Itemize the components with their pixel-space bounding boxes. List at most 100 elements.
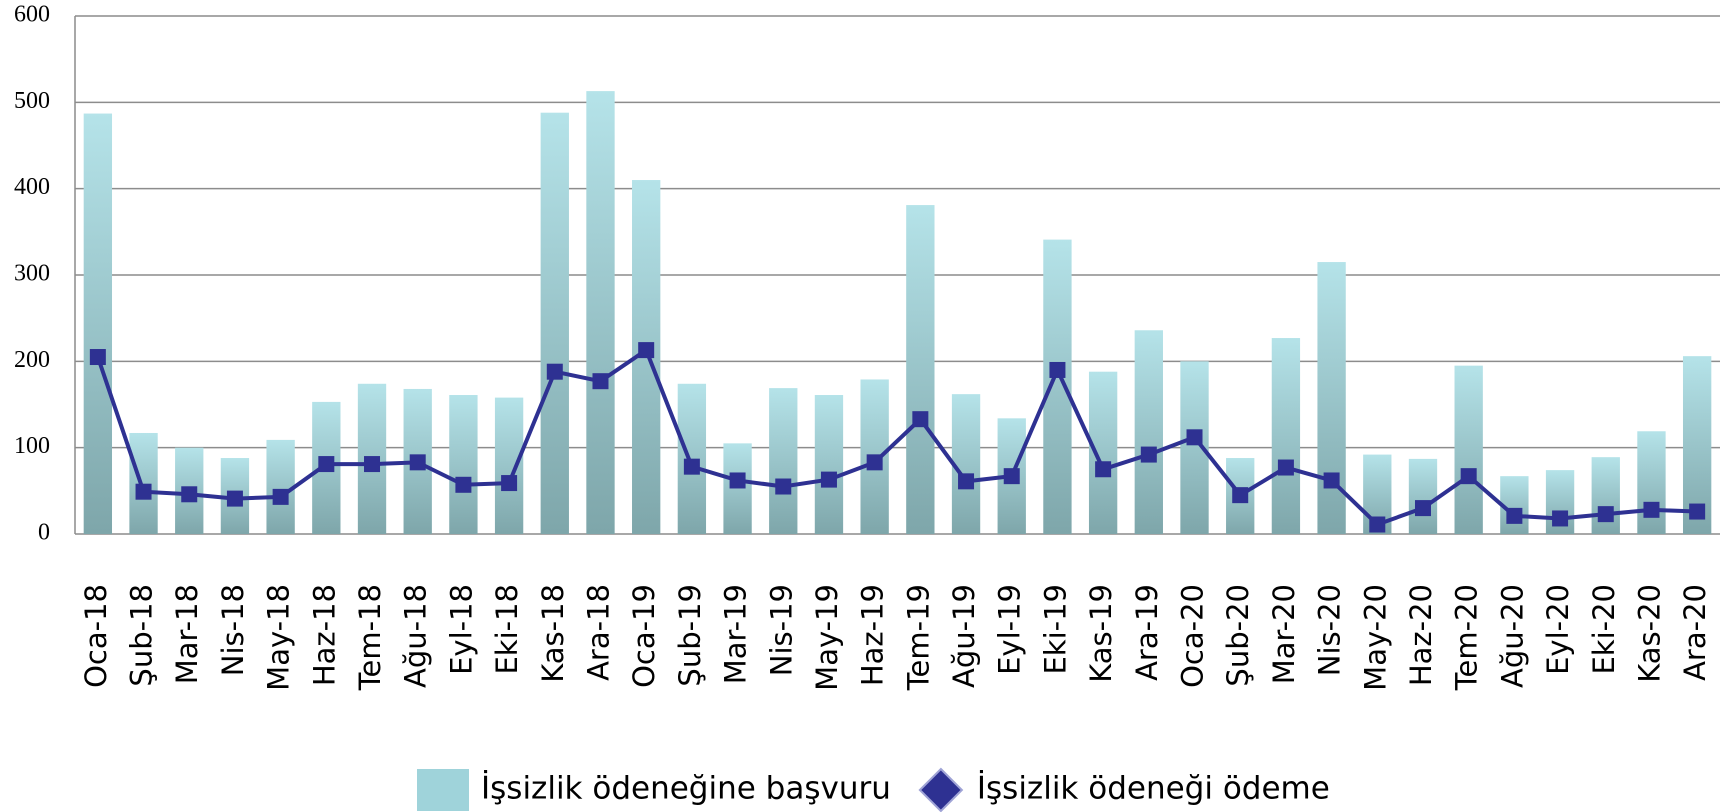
marker [89,349,106,366]
marker [1003,468,1020,485]
x-tick-label: Ağu-18 [399,584,433,688]
x-tick-label: Oca-19 [627,584,661,688]
marker [912,411,929,428]
x-tick-label: Tem-20 [1450,584,1484,691]
x-tick-label: Nis-20 [1313,584,1347,676]
legend-label: İşsizlik ödeneği ödeme [977,771,1330,807]
x-tick-label: May-20 [1358,584,1392,691]
marker [1414,500,1431,517]
x-tick-label: Ağu-20 [1495,584,1529,688]
marker [318,456,335,473]
marker [501,475,518,492]
x-tick-label: Tem-18 [353,584,387,691]
x-tick-label: May-19 [810,584,844,691]
x-tick-label: Eki-20 [1587,584,1621,675]
y-tick-label: 0 [38,520,50,546]
marker [135,483,152,500]
bar [723,443,752,534]
marker [1095,461,1112,478]
marker [455,476,472,493]
x-tick-label: Kas-19 [1084,584,1118,683]
x-tick-label: Nis-18 [216,584,250,676]
x-tick-label: Nis-19 [764,584,798,676]
marker [1689,503,1706,520]
x-tick-label: Oca-18 [79,584,113,688]
marker [226,490,243,507]
marker [1369,516,1386,533]
x-tick-label: Ara-20 [1678,584,1712,681]
marker [1597,506,1614,523]
x-tick-label: Ağu-19 [947,584,981,688]
bar [1637,431,1666,534]
bar [83,113,113,534]
bar [540,112,569,535]
marker [181,486,198,503]
legend-label: İşsizlik ödeneğine başvuru [481,771,891,807]
bar [1408,458,1438,534]
x-tick-label: Tem-19 [901,584,935,691]
marker [409,454,426,471]
marker [1232,487,1249,504]
marker [775,478,792,495]
x-tick-label: Ara-18 [581,584,615,681]
legend-swatch [918,767,964,812]
marker [592,373,609,390]
bar [449,395,478,534]
marker [1506,507,1523,524]
x-tick-label: Şub-20 [1221,584,1255,687]
x-tick-label: May-18 [262,584,296,691]
bar [1088,371,1118,534]
x-tick-label: Eyl-18 [444,584,478,675]
x-tick-label: Mar-20 [1267,584,1301,684]
x-tick-label: Eyl-19 [993,584,1027,675]
bar [814,395,844,534]
x-tick-label: Şub-18 [125,584,159,687]
y-tick-label: 600 [14,2,50,28]
marker [638,342,655,359]
y-tick-label: 400 [14,174,50,200]
y-tick-label: 100 [14,433,50,459]
x-tick-label: Haz-20 [1404,584,1438,686]
marker [1140,446,1157,463]
x-tick-label: Eki-18 [490,584,524,675]
x-tick-label: Eki-19 [1038,584,1072,675]
marker [729,472,746,489]
marker [1277,459,1294,476]
x-tick-label: Eyl-20 [1541,584,1575,675]
bar [906,205,935,534]
marker [1049,361,1066,378]
bar [951,394,981,534]
bar [586,91,615,535]
marker [866,454,883,471]
bar [129,432,158,534]
marker [364,456,381,473]
x-tick-label: Haz-19 [856,584,890,686]
bar [1271,338,1301,534]
y-tick-label: 300 [14,261,50,287]
marker [820,471,837,488]
legend-swatch [417,769,469,811]
y-tick-label: 500 [14,88,50,114]
x-tick-label: Mar-19 [719,584,753,684]
marker [1643,501,1660,518]
bar [1317,262,1346,534]
x-tick-label: Şub-19 [673,584,707,687]
bar [1454,365,1483,534]
x-tick-label: Ara-19 [1130,584,1164,681]
bar [1134,330,1163,534]
x-tick-label: Kas-18 [536,584,570,683]
bar [494,397,524,534]
bar [769,388,798,534]
x-tick-label: Oca-20 [1176,584,1210,688]
bar [1591,457,1620,534]
x-tick-label: Mar-18 [170,584,204,684]
marker [1552,510,1569,527]
marker [272,488,289,505]
bar [266,439,295,534]
x-tick-label: Haz-18 [307,584,341,686]
marker [1186,429,1203,446]
marker [683,458,700,475]
marker [1323,472,1340,489]
marker [958,473,975,490]
